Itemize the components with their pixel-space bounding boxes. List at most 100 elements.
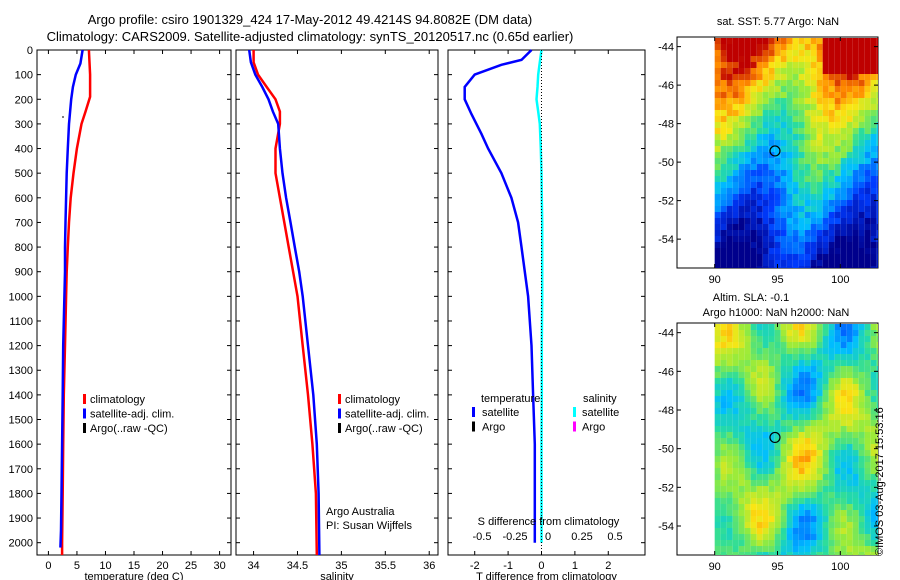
sst-map-cell xyxy=(846,266,853,268)
sst-map-cell xyxy=(714,104,721,110)
sla-map-cell xyxy=(750,540,757,546)
sla-map-cell xyxy=(852,486,859,492)
sla-map-cell xyxy=(828,540,835,546)
sla-map-cell xyxy=(846,336,853,342)
sst-map-cell xyxy=(810,146,817,152)
sla-map-cell xyxy=(870,354,877,360)
sla-map-cell xyxy=(846,498,853,504)
sst-map-cell xyxy=(732,116,739,122)
sla-map-cell xyxy=(822,546,829,552)
sla-map-cell xyxy=(822,504,829,510)
sst-map-cell xyxy=(810,110,817,116)
sst-map-cell xyxy=(798,50,805,56)
sla-map-cell xyxy=(804,492,811,498)
sst-map-cell xyxy=(864,182,871,188)
sst-map-cell xyxy=(732,110,739,116)
sst-map-cell xyxy=(834,266,841,268)
sst-map-cell xyxy=(756,74,763,80)
sla-map-cell xyxy=(840,372,847,378)
sst-map-cell xyxy=(792,254,799,260)
temperature-legend-swatch xyxy=(83,408,86,419)
sla-map-cell xyxy=(798,366,805,372)
sla-map-cell xyxy=(714,366,721,372)
sst-map-cell xyxy=(876,134,878,140)
sst-map-cell xyxy=(834,248,841,254)
sla-map-cell xyxy=(750,348,757,354)
sst-map-cell xyxy=(828,224,835,230)
sla-map-cell xyxy=(834,486,841,492)
sst-map-cell xyxy=(792,266,799,268)
sst-map-cell xyxy=(780,206,787,212)
sla-map-cell xyxy=(786,462,793,468)
sst-map-cell xyxy=(738,116,745,122)
series-satellite-adj-clim- xyxy=(59,49,84,548)
sla-map-cell xyxy=(804,528,811,534)
sla-map-cell xyxy=(720,426,727,432)
sst-map-cell xyxy=(840,116,847,122)
sst-map-cell xyxy=(750,164,757,170)
sla-map-cell xyxy=(774,390,781,396)
sst-map-cell xyxy=(786,152,793,158)
sla-map-cell xyxy=(792,402,799,408)
sla-map-cell xyxy=(858,432,865,438)
sla-map-cell xyxy=(720,474,727,480)
sla-map-cell xyxy=(846,414,853,420)
sla-map-cell xyxy=(870,432,877,438)
sla-map-cell xyxy=(822,408,829,414)
sla-map-cell xyxy=(714,522,721,528)
sla-map-cell xyxy=(834,492,841,498)
sla-map-cell xyxy=(804,336,811,342)
sst-map-cell xyxy=(828,248,835,254)
sst-map-cell xyxy=(864,92,871,98)
sst-map-cell xyxy=(822,206,829,212)
sla-map-cell xyxy=(720,402,727,408)
sst-map-cell xyxy=(852,260,859,266)
sla-map-cell xyxy=(834,324,841,330)
sst-map-cell xyxy=(750,116,757,122)
sla-map-cell xyxy=(786,468,793,474)
difference-xtick-label: 0 xyxy=(538,560,544,572)
sst-map-cell xyxy=(732,194,739,200)
sst-map-cell xyxy=(852,98,859,104)
sst-map-cell xyxy=(864,38,871,44)
sst-map-cell xyxy=(798,80,805,86)
sst-map-cell xyxy=(714,194,721,200)
sst-map-cell xyxy=(840,182,847,188)
sst-map-cell xyxy=(864,170,871,176)
sst-map-cell xyxy=(750,140,757,146)
sst-map-cell xyxy=(852,62,859,68)
sla-map-cell xyxy=(864,492,871,498)
sst-map-cell xyxy=(744,44,751,50)
sst-map-cell xyxy=(798,116,805,122)
sla-map-cell xyxy=(846,402,853,408)
sst-map-cell xyxy=(750,254,757,260)
sst-map-cell xyxy=(732,128,739,134)
sla-map-cell xyxy=(876,516,878,522)
sla-map-cell xyxy=(840,396,847,402)
sla-map-cell xyxy=(816,348,823,354)
sla-map-cell xyxy=(714,330,721,336)
sst-map-cell xyxy=(834,92,841,98)
sla-map-cell xyxy=(846,396,853,402)
sst-map-cell xyxy=(876,254,878,260)
sst-map-cell xyxy=(834,116,841,122)
sla-map-cell xyxy=(810,498,817,504)
sst-map-cell xyxy=(780,248,787,254)
salinity-legend-label: Argo(..raw -QC) xyxy=(345,423,423,435)
sst-map-cell xyxy=(804,116,811,122)
sla-map-cell xyxy=(834,480,841,486)
sla-map-cell xyxy=(786,516,793,522)
sst-map-cell xyxy=(786,80,793,86)
sst-map-cell xyxy=(792,224,799,230)
sst-map-cell xyxy=(732,140,739,146)
sla-map-cell xyxy=(834,372,841,378)
sst-map-cell xyxy=(870,122,877,128)
sla-map-cell xyxy=(762,342,769,348)
sst-map-cell xyxy=(852,134,859,140)
sla-map-cell xyxy=(840,468,847,474)
sla-map-cell xyxy=(828,546,835,552)
sla-map-cell xyxy=(774,480,781,486)
sst-map-cell xyxy=(876,146,878,152)
sla-map-cell xyxy=(852,414,859,420)
sst-map-cell xyxy=(858,254,865,260)
